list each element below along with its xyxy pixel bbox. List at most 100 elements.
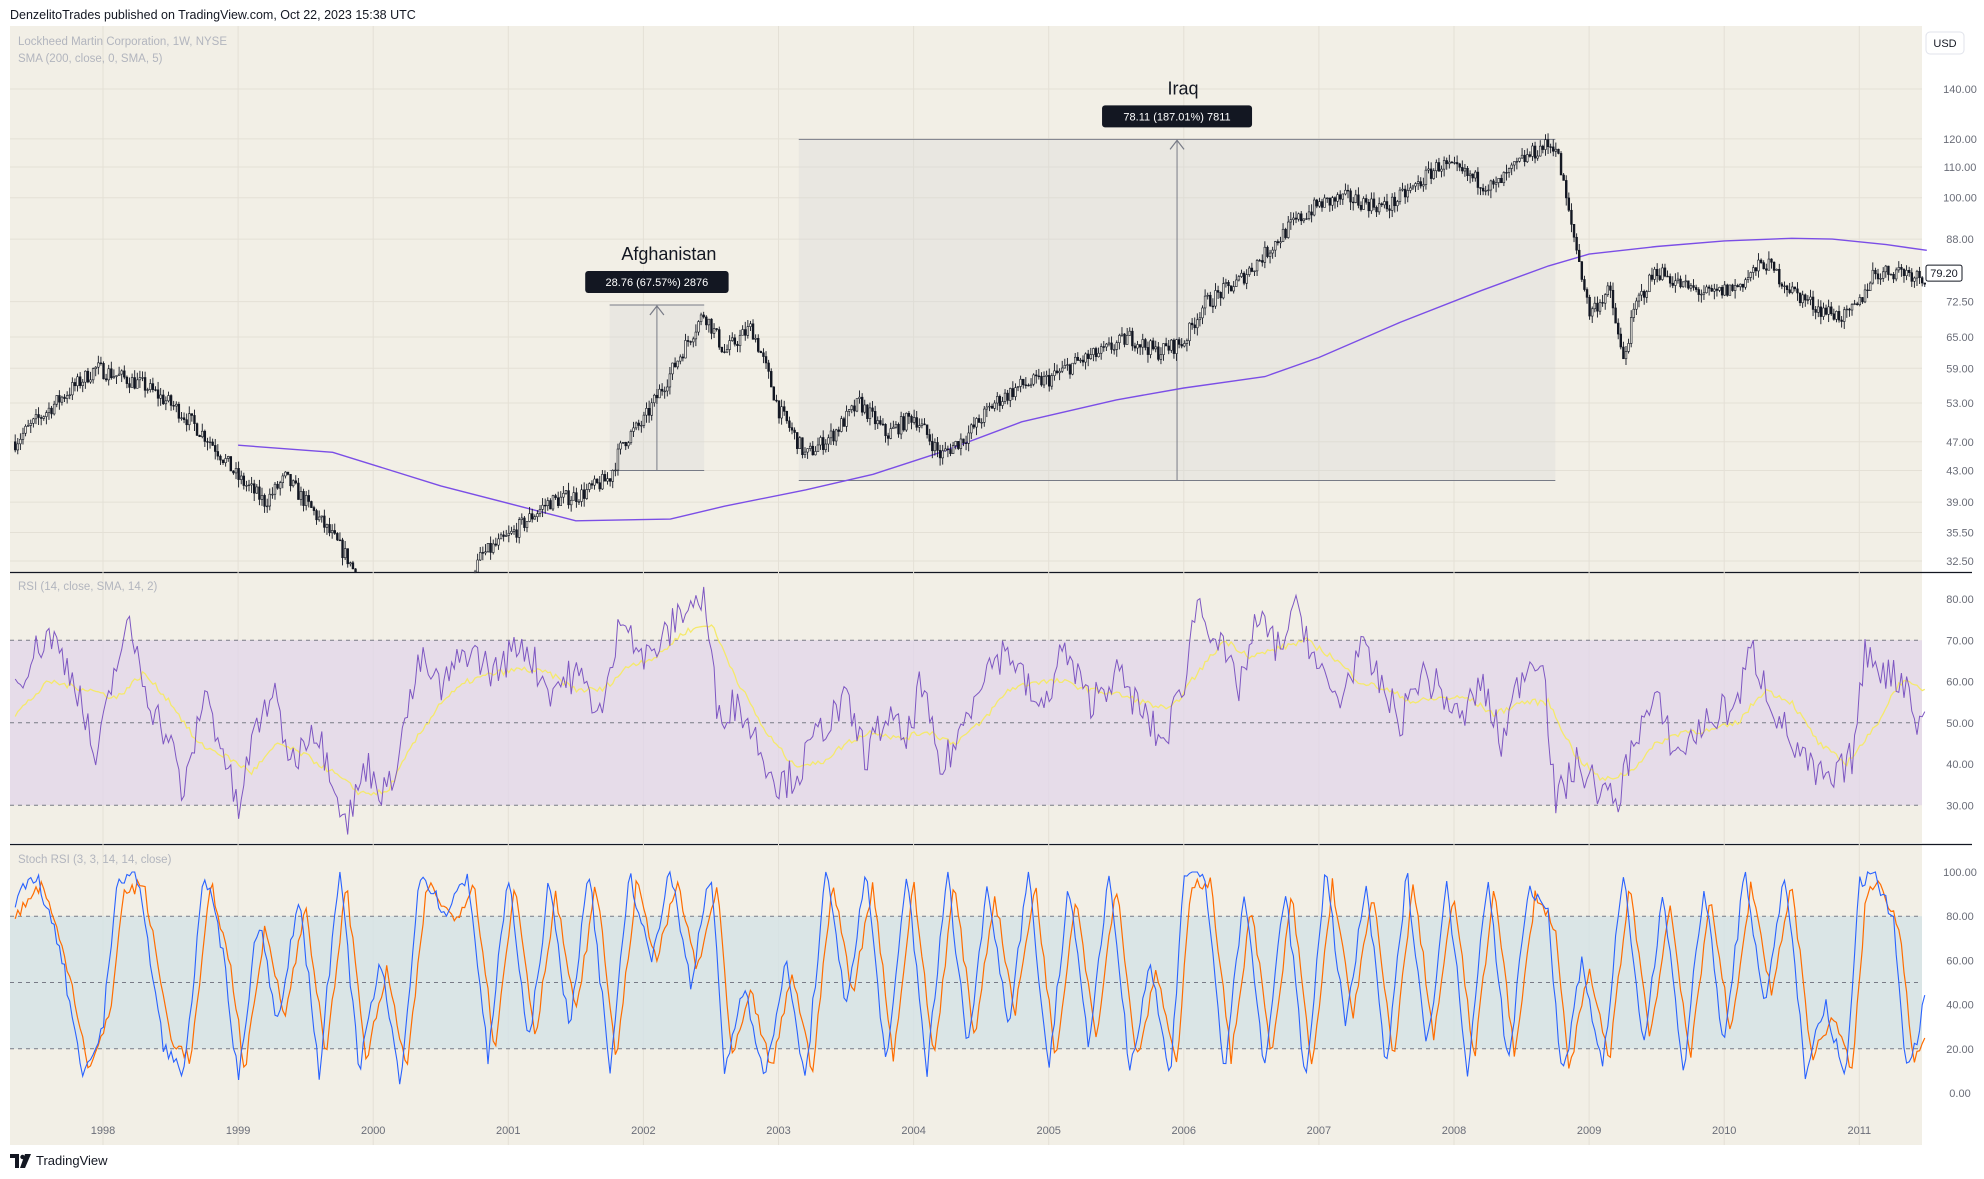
candle-body (1466, 168, 1469, 177)
candle-body (1014, 387, 1017, 397)
footer-brand[interactable]: TradingView (10, 1153, 108, 1168)
candle-body (1806, 299, 1810, 301)
axis-labels: 140.00 120.00 110.00 100.00 88.00 72.50 65.00 5… (91, 84, 1977, 1137)
candle-body (193, 415, 196, 424)
candle-body (962, 438, 965, 444)
candle-body (1575, 236, 1578, 251)
candle-body (188, 413, 191, 426)
candle-body (569, 499, 573, 506)
candle-body (278, 482, 282, 489)
candle-body (1767, 258, 1771, 271)
candle-body (1871, 269, 1875, 284)
candle-body (1276, 241, 1280, 244)
candle-body (486, 543, 490, 553)
candle-body (1765, 268, 1768, 271)
candle-body (907, 412, 911, 417)
candle-body (175, 403, 178, 407)
candle-body (1707, 286, 1711, 289)
candle-body (1505, 172, 1508, 174)
candle-body (905, 412, 908, 431)
candle-body (211, 441, 214, 446)
candle-body (195, 423, 199, 436)
candle-body (1913, 277, 1916, 282)
candle-body (1666, 275, 1669, 278)
candle-body (858, 396, 861, 399)
x-tick-label: 2006 (1172, 1125, 1196, 1137)
candle-body (715, 328, 718, 330)
candle-body (523, 517, 526, 528)
candle-body (725, 349, 729, 353)
candle-body (1300, 213, 1303, 222)
candle-body (1175, 339, 1178, 354)
candle-body (240, 475, 243, 480)
candle-body (125, 376, 129, 384)
candle-body (1193, 324, 1196, 329)
candle-body (1798, 292, 1802, 304)
candle-body (1528, 154, 1532, 157)
candle-body (1333, 197, 1337, 202)
candle-body (850, 405, 853, 410)
candle-body (1676, 278, 1680, 282)
candle-body (1637, 294, 1641, 302)
candle-body (920, 423, 924, 426)
candle-body (1258, 260, 1261, 262)
candle-body (824, 443, 827, 450)
candle-body (1167, 345, 1170, 351)
candle-body (1591, 308, 1594, 317)
candle-body (1227, 281, 1230, 287)
candle-body (1292, 217, 1295, 221)
candle-body (281, 475, 284, 483)
price-tick-label: 39.00 (1946, 497, 1974, 509)
candle-body (336, 533, 339, 541)
candle-body (1674, 280, 1677, 286)
candle-body (653, 394, 656, 404)
rsi-line (14, 586, 1926, 835)
candle-body (866, 404, 869, 419)
candle-body (1920, 277, 1924, 284)
candle-body (728, 340, 731, 350)
price-tick-label: 47.00 (1946, 437, 1974, 449)
candle-body (808, 445, 812, 449)
candle-body (169, 395, 173, 406)
candle-body (1419, 181, 1422, 187)
x-tick-label: 2010 (1712, 1125, 1736, 1137)
candle-body (816, 444, 820, 452)
candle-body (1830, 306, 1833, 315)
candle-body (1009, 388, 1012, 401)
candle-body (564, 490, 568, 494)
candle-body (1029, 383, 1033, 386)
candle-body (1042, 376, 1046, 386)
candle-body (143, 377, 147, 391)
candle-body (1016, 386, 1020, 388)
candle-body (1198, 317, 1202, 321)
candle-body (1284, 228, 1287, 238)
candle-body (1497, 177, 1500, 183)
candle-body (1255, 260, 1259, 272)
tradingview-logo-icon (10, 1153, 31, 1168)
currency-button[interactable]: USD (1925, 31, 1965, 55)
candle-body (68, 394, 71, 396)
candle-body (263, 495, 266, 507)
candle-body (1281, 228, 1285, 242)
candle-body (117, 373, 121, 376)
candle-body (1396, 201, 1399, 207)
candle-body (541, 504, 544, 510)
candle-body (847, 409, 851, 412)
candle-body (1876, 273, 1880, 280)
candle-body (1476, 171, 1480, 188)
candle-body (273, 483, 277, 495)
candle-body (770, 371, 773, 388)
candle-body (1310, 211, 1313, 216)
x-tick-label: 1999 (226, 1125, 250, 1137)
candle-body (751, 323, 755, 340)
price-panel[interactable] (10, 26, 1922, 572)
candle-body (1856, 303, 1859, 305)
candle-body (1598, 302, 1602, 312)
candle-body (1094, 348, 1098, 358)
candle-body (265, 505, 269, 508)
candle-body (692, 338, 695, 343)
candle-body (502, 534, 505, 537)
candle-body (1372, 198, 1376, 208)
candle-body (551, 495, 555, 510)
